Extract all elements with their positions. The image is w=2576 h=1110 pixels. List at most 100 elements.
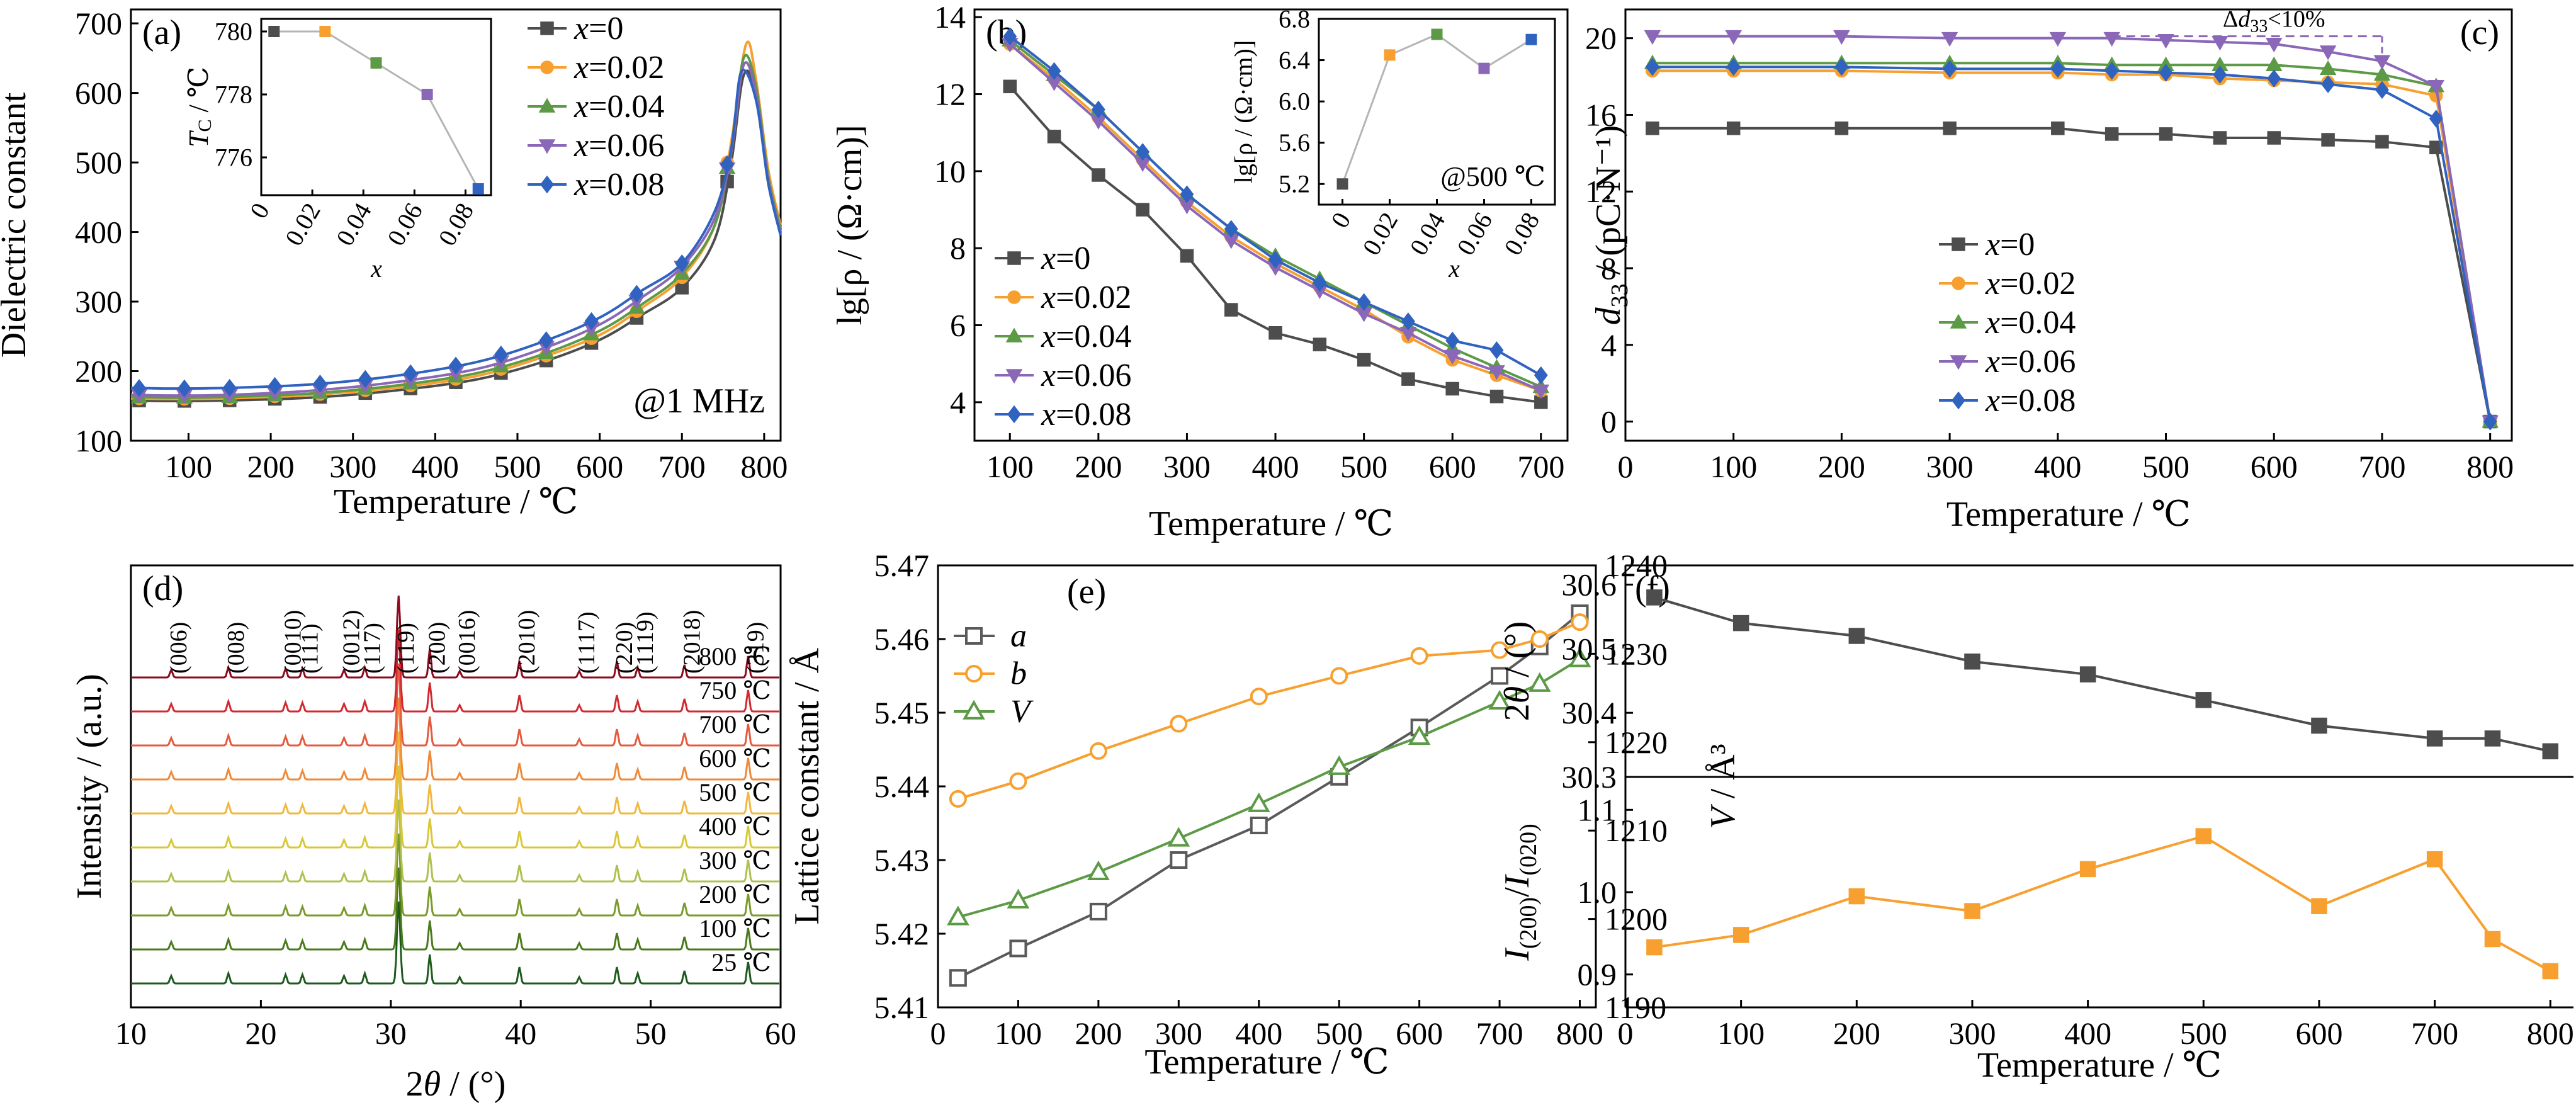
- panel-a: 100 200 300 400 500 600 700 800 100 200 300 400 500 6…: [0, 6, 788, 521]
- x-tick-label: 500: [1316, 1016, 1363, 1051]
- legend-label: x=0.06: [1041, 358, 1131, 394]
- data-point: [1401, 312, 1415, 331]
- data-point: [1224, 220, 1238, 238]
- annotation-var: d: [2238, 6, 2251, 33]
- x-tick-label: 400: [412, 449, 459, 484]
- y-tick-label: 1.1: [1578, 792, 1617, 827]
- data-point: [313, 374, 327, 393]
- legend-marker: [1950, 314, 1967, 329]
- data-point: [358, 370, 373, 388]
- x-axis-label: Temperature / ℃: [1144, 1043, 1389, 1082]
- y-axis-label: Dielectric constant: [0, 92, 33, 358]
- data-point: [2484, 730, 2501, 747]
- inset-x-label: x: [370, 254, 382, 283]
- legend-marker: [540, 60, 554, 74]
- data-point: [1443, 349, 1461, 365]
- inset-point: [421, 89, 433, 100]
- legend-marker: [538, 139, 556, 154]
- legend-value: =0.06: [589, 128, 664, 164]
- data-point: [675, 254, 689, 273]
- data-point: [1848, 628, 1865, 644]
- plot-frame: [1624, 8, 2513, 442]
- data-point: [1834, 58, 1849, 76]
- x-tick-label: 60: [765, 1016, 796, 1051]
- legend-value: =0: [2000, 227, 2035, 263]
- x-tick-label: 200: [1075, 1016, 1122, 1051]
- legend-marker: [965, 627, 983, 645]
- data-point: [2319, 60, 2337, 76]
- data-point: [1568, 647, 1591, 667]
- data-point: [1646, 122, 1659, 135]
- xrd-temperature-label: 750 ℃: [699, 676, 771, 705]
- y-tick-label: 10: [934, 154, 966, 189]
- data-point: [1250, 817, 1268, 835]
- series-a: [949, 604, 1589, 987]
- legend: x=0x=0.02x=0.04x=0.06x=0.08: [1939, 227, 2076, 419]
- x-tick-label: 300: [1163, 449, 1211, 484]
- top-y-axis-label: 2θ / (°): [1498, 621, 1537, 722]
- y-tick-label: 6.4: [1279, 46, 1310, 74]
- peak-label: (2018): [679, 610, 705, 674]
- legend-var: x: [573, 11, 589, 47]
- x-tick-label: 400: [1252, 449, 1299, 484]
- data-point: [949, 790, 967, 808]
- x-tick-label: 10: [115, 1016, 147, 1051]
- data-point: [1357, 293, 1371, 312]
- legend-var: x: [1041, 358, 1056, 394]
- data-point: [1136, 143, 1150, 161]
- y-right-axis-label: V / Å³: [1703, 744, 1743, 829]
- y-tick-label: 30.3: [1562, 759, 1617, 795]
- data-point: [2375, 81, 2389, 99]
- inset-point: [1431, 28, 1443, 40]
- inset-y-label: TC / ℃: [183, 67, 215, 147]
- data-point: [1833, 30, 1850, 45]
- y-tick-label: 700: [75, 6, 122, 41]
- legend-value: =0.04: [2000, 305, 2076, 341]
- x-axis-label: 2θ / (°): [406, 1065, 506, 1104]
- data-point: [494, 345, 508, 364]
- x-axis-label: Temperature / ℃: [1977, 1046, 2222, 1085]
- y-axis-label: d33 / (pC·N⁻¹): [1589, 125, 1633, 326]
- y-tick-label: 4: [950, 385, 966, 420]
- xrd-temperature-label: 500 ℃: [699, 778, 771, 807]
- peak-label: (200): [424, 622, 451, 674]
- legend-value: =0.04: [589, 89, 664, 125]
- inset-x-label: x: [1448, 254, 1460, 283]
- x-axis-label-var: θ: [424, 1065, 441, 1104]
- x-tick-label: 200: [1833, 1016, 1880, 1051]
- data-point: [268, 377, 282, 395]
- inset-point: [268, 26, 280, 37]
- data-point: [1445, 382, 1459, 396]
- data-point: [2159, 127, 2173, 141]
- x-tick-label: 700: [1517, 449, 1564, 484]
- xrd-temperature-label: 400 ℃: [699, 812, 771, 841]
- series-V: [947, 647, 1591, 926]
- inset-y-label-sub: C: [195, 119, 215, 132]
- data-point: [1136, 203, 1150, 217]
- x-tick-label: 0.06: [1451, 208, 1498, 260]
- data-point: [2429, 110, 2443, 128]
- series-line: [958, 621, 1581, 800]
- x-tick-label: 0.04: [1404, 208, 1450, 260]
- data-point: [2213, 131, 2227, 145]
- x-tick-label: 300: [1948, 1016, 1996, 1051]
- legend-label: x=0: [1041, 241, 1090, 276]
- legend-marker: [538, 98, 556, 113]
- legend-marker: [963, 699, 985, 720]
- x-tick-label: 300: [329, 449, 376, 484]
- data-point: [1047, 130, 1061, 144]
- legend-label: x=0.02: [1985, 266, 2076, 302]
- data-point: [2373, 55, 2391, 70]
- legend-marker: [1952, 276, 1965, 290]
- data-point: [1445, 331, 1460, 350]
- series-line: [1654, 834, 2551, 973]
- inset-point: [319, 26, 331, 37]
- series-4: [1645, 58, 2497, 431]
- xrd-pattern: [131, 867, 779, 951]
- x-tick-label: 0: [1618, 449, 1634, 484]
- data-point: [584, 312, 599, 331]
- data-point: [2426, 730, 2443, 747]
- y-tick-label: 1210: [1605, 813, 1668, 848]
- data-point: [1488, 689, 1511, 710]
- y-tick-label: 778: [215, 81, 252, 109]
